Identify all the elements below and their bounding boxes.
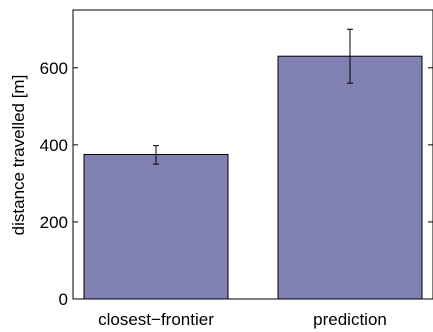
y-tick-label-400: 400: [40, 136, 68, 155]
bars-layer: [83, 55, 423, 300]
y-tick-label-600: 600: [40, 59, 68, 78]
x-ticks-layer: closest−frontier prediction: [98, 310, 387, 329]
axes-layer: [72, 9, 433, 300]
x-tick-label-2: prediction: [313, 310, 387, 329]
y-tick-label-0: 0: [59, 290, 68, 309]
x-tick-label-1: closest−frontier: [98, 310, 214, 329]
plot-area-frame: [72, 9, 433, 300]
error-bars-layer: [153, 28, 353, 165]
y-ticks-layer: 0 200 400 600: [40, 59, 433, 309]
bar-2: [277, 55, 423, 300]
bar-1: [83, 154, 229, 300]
y-tick-label-200: 200: [40, 213, 68, 232]
y-axis-title: distance travelled [m]: [9, 75, 28, 236]
